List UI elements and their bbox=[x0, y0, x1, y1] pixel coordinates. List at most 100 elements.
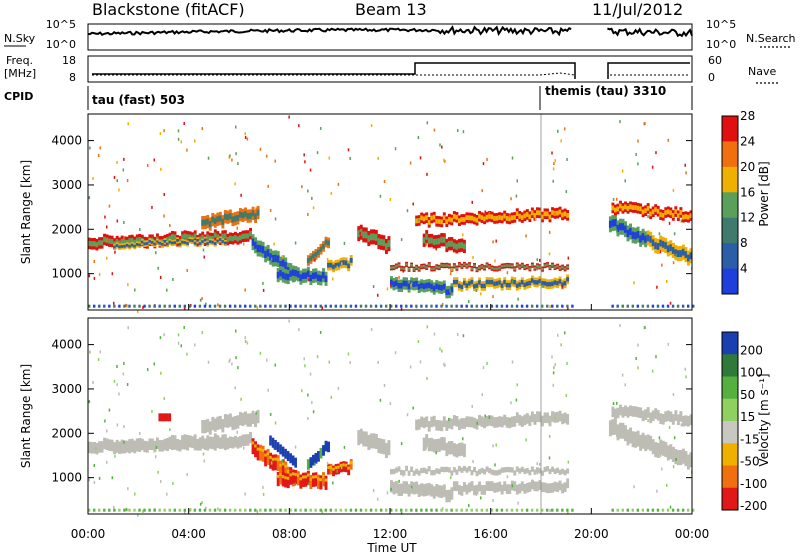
power-cell bbox=[452, 242, 456, 249]
velocity-cell bbox=[457, 442, 461, 457]
velocity-cell bbox=[493, 470, 497, 476]
velocity-cell bbox=[256, 447, 260, 451]
power-near-range bbox=[500, 304, 504, 308]
velocity-near-range bbox=[198, 508, 202, 512]
velocity-speckle bbox=[376, 497, 379, 501]
freq-right-label: Nave bbox=[748, 65, 776, 78]
velocity-cell bbox=[513, 470, 517, 476]
power-cell bbox=[281, 272, 285, 279]
velocity-cell bbox=[276, 458, 280, 462]
power-cell bbox=[211, 216, 215, 223]
power-near-range bbox=[656, 304, 660, 308]
velocity-speckle bbox=[312, 410, 315, 414]
power-cell bbox=[485, 214, 489, 220]
power-speckle bbox=[328, 156, 331, 160]
power-cell bbox=[541, 267, 544, 271]
velocity-cell bbox=[271, 457, 275, 461]
power-speckle bbox=[410, 281, 413, 285]
power-near-range bbox=[374, 304, 378, 308]
velocity-cell bbox=[294, 470, 298, 485]
velocity-cell bbox=[160, 445, 164, 452]
velocity-near-range bbox=[631, 508, 634, 512]
power-speckle bbox=[159, 132, 162, 136]
velocity-cell bbox=[611, 406, 615, 418]
power-cell bbox=[344, 260, 348, 266]
power-near-range bbox=[405, 304, 408, 308]
velocity-speckle bbox=[281, 459, 284, 463]
power-speckle bbox=[510, 197, 512, 201]
power-cell bbox=[442, 236, 446, 243]
power-cell bbox=[221, 240, 225, 243]
power-speckle bbox=[506, 271, 509, 275]
power-speckle bbox=[349, 157, 351, 161]
power-near-range bbox=[138, 304, 141, 308]
power-speckle bbox=[400, 238, 403, 242]
velocity-speckle bbox=[656, 489, 658, 493]
velocity-cell bbox=[191, 441, 195, 448]
velocity-cell bbox=[437, 438, 441, 452]
velocity-speckle bbox=[99, 350, 102, 354]
power-cell bbox=[646, 234, 650, 242]
velocity-cell bbox=[128, 447, 132, 454]
power-speckle bbox=[157, 266, 159, 270]
velocity-speckle bbox=[294, 445, 297, 449]
velocity-colorbar-tick-4: -15 bbox=[740, 432, 760, 446]
power-cell bbox=[505, 282, 509, 288]
velocity-speckle bbox=[668, 425, 671, 429]
power-cell bbox=[546, 263, 549, 266]
velocity-speckle bbox=[398, 479, 400, 483]
velocity-cell bbox=[269, 455, 273, 459]
velocity-cell bbox=[317, 474, 320, 489]
velocity-near-range bbox=[571, 508, 574, 512]
velocity-near-range bbox=[148, 508, 151, 512]
power-cell bbox=[430, 237, 434, 244]
power-cell bbox=[556, 265, 560, 268]
power-cell bbox=[397, 263, 401, 267]
power-near-range bbox=[239, 304, 242, 308]
velocity-cell bbox=[686, 415, 690, 427]
velocity-cell bbox=[284, 448, 287, 459]
power-speckle bbox=[539, 258, 541, 262]
power-speckle bbox=[644, 122, 646, 126]
velocity-cell bbox=[425, 468, 429, 475]
velocity-colorbar-band-4 bbox=[722, 421, 738, 444]
velocity-cell bbox=[530, 479, 534, 490]
velocity-cell bbox=[377, 438, 381, 454]
power-cell bbox=[397, 282, 401, 289]
velocity-colorbar-tick-3: 15 bbox=[740, 410, 755, 424]
velocity-cell bbox=[674, 449, 678, 465]
power-near-range bbox=[233, 304, 237, 308]
velocity-cell bbox=[422, 437, 426, 451]
velocity-near-range bbox=[279, 508, 282, 512]
velocity-cell bbox=[450, 441, 454, 455]
power-cell bbox=[551, 210, 554, 215]
power-speckle bbox=[567, 256, 570, 260]
power-cell bbox=[120, 238, 124, 244]
velocity-cell bbox=[103, 437, 107, 450]
velocity-cell bbox=[400, 469, 403, 476]
velocity-cell bbox=[309, 457, 313, 468]
velocity-cell bbox=[412, 482, 416, 495]
velocity-colorbar-band-3 bbox=[722, 398, 738, 422]
velocity-near-range bbox=[339, 508, 343, 512]
velocity-speckle bbox=[451, 471, 453, 475]
power-cell bbox=[445, 264, 449, 267]
velocity-near-range bbox=[309, 508, 312, 512]
velocity-cell bbox=[427, 421, 431, 432]
noise-right-label: N.Search bbox=[746, 32, 796, 45]
velocity-speckle bbox=[534, 421, 537, 425]
velocity-speckle bbox=[471, 404, 473, 408]
power-near-range bbox=[470, 304, 473, 308]
power-speckle bbox=[647, 215, 649, 219]
power-cell bbox=[223, 233, 227, 239]
velocity-cell bbox=[541, 470, 544, 476]
velocity-cell bbox=[138, 437, 142, 450]
velocity-cell bbox=[664, 411, 668, 422]
velocity-speckle bbox=[495, 443, 497, 447]
velocity-cell bbox=[563, 482, 567, 493]
power-cell bbox=[236, 214, 240, 221]
velocity-colorbar-tick-2: 50 bbox=[740, 388, 755, 402]
power-cell bbox=[495, 215, 499, 221]
power-cell bbox=[223, 241, 227, 245]
power-speckle bbox=[659, 250, 662, 254]
